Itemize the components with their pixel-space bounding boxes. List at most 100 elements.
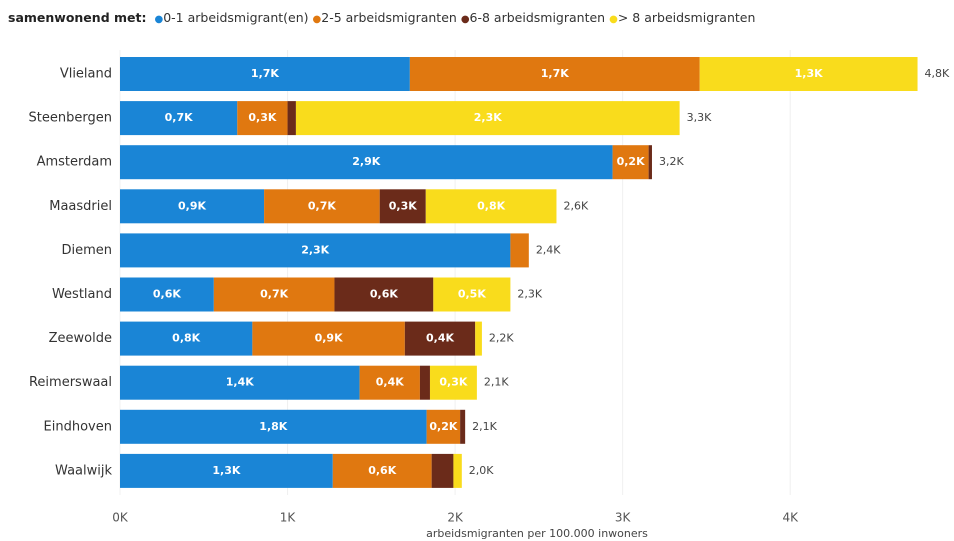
data-label: 2,3K bbox=[301, 243, 329, 256]
legend-swatch: ● bbox=[154, 14, 164, 25]
data-label: 2,3K bbox=[474, 111, 502, 124]
legend-item[interactable]: ●> 8 arbeidsmigranten bbox=[609, 10, 755, 25]
bar-segment bbox=[120, 233, 511, 268]
bar-segment bbox=[699, 57, 918, 91]
total-label: 4,8K bbox=[925, 67, 950, 80]
legend-item[interactable]: ●2-5 arbeidsmigranten bbox=[313, 10, 457, 25]
legend-label: > 8 arbeidsmigranten bbox=[617, 10, 756, 25]
data-label: 0,7K bbox=[308, 199, 336, 212]
data-label: 0,2K bbox=[617, 155, 645, 168]
x-tick-label: 2K bbox=[447, 511, 464, 525]
data-label: 0,9K bbox=[315, 332, 343, 345]
data-label: 0,3K bbox=[248, 111, 276, 124]
legend-label: 0-1 arbeidsmigrant(en) bbox=[163, 10, 309, 25]
bar-segment bbox=[510, 233, 529, 268]
bar-segment bbox=[475, 321, 482, 356]
data-label: 0,6K bbox=[153, 288, 181, 301]
data-label: 0,3K bbox=[389, 199, 417, 212]
legend-item[interactable]: ●0-1 arbeidsmigrant(en) bbox=[154, 10, 308, 25]
bar-segment bbox=[237, 101, 288, 136]
data-label: 0,2K bbox=[429, 420, 457, 433]
x-tick-label: 0K bbox=[112, 511, 129, 525]
total-label: 2,0K bbox=[469, 464, 494, 477]
data-label: 1,3K bbox=[795, 67, 823, 80]
bar-segment bbox=[431, 453, 454, 488]
bar-segment bbox=[379, 189, 426, 224]
data-label: 1,4K bbox=[226, 376, 254, 389]
x-tick-label: 4K bbox=[782, 511, 799, 525]
bar-segment bbox=[120, 101, 238, 136]
bar-segment bbox=[426, 409, 461, 444]
bar-segment bbox=[453, 453, 462, 488]
data-label: 0,6K bbox=[368, 464, 396, 477]
legend-swatch: ● bbox=[609, 14, 618, 25]
bar-segment bbox=[612, 145, 649, 180]
data-label: 0,4K bbox=[426, 332, 454, 345]
bar-segment bbox=[648, 145, 652, 180]
data-label: 0,7K bbox=[260, 288, 288, 301]
bar-segment bbox=[287, 101, 296, 136]
bar-segment bbox=[295, 101, 680, 136]
data-label: 0,6K bbox=[370, 288, 398, 301]
y-tick-label: Steenbergen bbox=[29, 111, 112, 126]
bar-segment bbox=[460, 409, 466, 444]
total-label: 2,1K bbox=[472, 420, 497, 433]
total-label: 2,1K bbox=[484, 376, 509, 389]
bar-segment bbox=[120, 409, 427, 444]
bar-segment bbox=[120, 189, 265, 224]
y-tick-label: Vlieland bbox=[60, 67, 112, 82]
x-tick-label: 1K bbox=[280, 511, 297, 525]
data-label: 0,4K bbox=[376, 376, 404, 389]
data-label: 1,3K bbox=[212, 464, 240, 477]
bar-segment bbox=[120, 57, 410, 91]
x-axis-title: arbeidsmigranten per 100.000 inwoners bbox=[426, 527, 648, 540]
data-label: 0,8K bbox=[172, 332, 200, 345]
data-label: 2,9K bbox=[352, 155, 380, 168]
bar-segment bbox=[409, 57, 700, 91]
bar-segment bbox=[429, 365, 477, 400]
y-tick-label: Eindhoven bbox=[44, 419, 112, 434]
data-label: 0,8K bbox=[477, 199, 505, 212]
bar-segment bbox=[120, 145, 613, 180]
y-tick-label: Zeewolde bbox=[49, 331, 112, 346]
legend-title: samenwonend met: bbox=[8, 10, 147, 25]
data-label: 0,5K bbox=[458, 288, 486, 301]
x-tick-label: 3K bbox=[615, 511, 632, 525]
total-label: 2,2K bbox=[489, 332, 514, 345]
total-label: 2,4K bbox=[536, 243, 561, 256]
data-label: 1,7K bbox=[541, 67, 569, 80]
bar-segment bbox=[120, 365, 360, 400]
total-label: 3,3K bbox=[687, 111, 712, 124]
total-label: 2,6K bbox=[563, 199, 588, 212]
y-tick-label: Diemen bbox=[61, 243, 112, 258]
legend: samenwonend met: ●0-1 arbeidsmigrant(en)… bbox=[8, 10, 755, 25]
legend-swatch: ● bbox=[460, 14, 470, 25]
total-label: 2,3K bbox=[517, 288, 542, 301]
bar-segment bbox=[425, 189, 557, 224]
data-label: 0,7K bbox=[165, 111, 193, 124]
bar-segment bbox=[404, 321, 476, 356]
data-label: 1,7K bbox=[251, 67, 279, 80]
bar-segment bbox=[120, 321, 253, 356]
data-label: 0,9K bbox=[178, 199, 206, 212]
legend-label: 2-5 arbeidsmigranten bbox=[321, 10, 457, 25]
bar-segment bbox=[213, 277, 335, 312]
y-tick-label: Reimerswaal bbox=[29, 375, 112, 390]
data-label: 0,3K bbox=[439, 376, 467, 389]
legend-item[interactable]: ●6-8 arbeidsmigranten bbox=[461, 10, 605, 25]
bar-segment bbox=[120, 277, 214, 312]
legend-label: 6-8 arbeidsmigranten bbox=[469, 10, 606, 25]
bar-segment bbox=[359, 365, 420, 400]
bar-segment bbox=[419, 365, 430, 400]
y-tick-label: Maasdriel bbox=[49, 199, 112, 214]
data-label: 1,8K bbox=[259, 420, 287, 433]
bar-segment bbox=[252, 321, 405, 356]
bar-segment bbox=[264, 189, 380, 224]
y-tick-label: Amsterdam bbox=[37, 155, 112, 170]
y-tick-label: Waalwijk bbox=[55, 463, 112, 478]
y-tick-label: Westland bbox=[52, 287, 112, 302]
total-label: 3,2K bbox=[659, 155, 684, 168]
bar-segment bbox=[334, 277, 434, 312]
